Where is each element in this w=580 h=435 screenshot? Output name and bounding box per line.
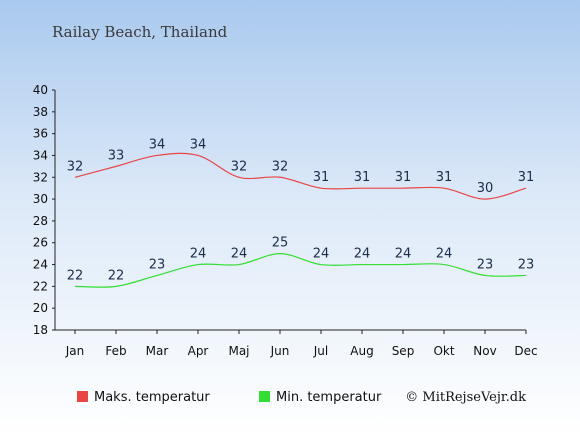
data-label: 31 (436, 170, 453, 185)
data-label: 33 (108, 148, 125, 163)
data-label: 24 (190, 247, 207, 262)
data-label: 32 (231, 159, 248, 174)
y-tick-label: 36 (33, 127, 48, 141)
x-tick-label: Sep (392, 344, 415, 358)
y-tick-label: 24 (33, 258, 48, 272)
data-label: 23 (518, 257, 535, 272)
data-label: 24 (231, 247, 248, 262)
data-label: 32 (272, 159, 289, 174)
x-tick-label: Aug (350, 344, 373, 358)
series-layer (74, 152, 527, 288)
y-tick-label: 34 (33, 148, 48, 162)
data-label: 24 (436, 247, 453, 262)
x-tick-label: Maj (228, 344, 249, 358)
series-line-min (74, 253, 527, 288)
data-label: 34 (149, 137, 166, 152)
data-label: 30 (477, 181, 494, 196)
series-line-max (74, 152, 527, 200)
data-label: 31 (518, 170, 535, 185)
x-tick-label: Okt (433, 344, 454, 358)
data-label: 24 (313, 247, 330, 262)
legend-swatch-min (259, 391, 270, 402)
data-label: 32 (67, 159, 84, 174)
y-tick-label: 38 (33, 105, 48, 119)
data-label: 24 (395, 247, 412, 262)
data-label: 22 (67, 268, 84, 283)
x-tick-label: Apr (188, 344, 209, 358)
data-label: 23 (477, 257, 494, 272)
legend-label-max: Maks. temperatur (94, 390, 210, 405)
legend-swatch-max (77, 391, 88, 402)
x-tick-label: Mar (146, 344, 169, 358)
data-label: 31 (395, 170, 412, 185)
data-label: 23 (149, 257, 166, 272)
x-tick-label: Nov (473, 344, 496, 358)
legend-label-min: Min. temperatur (276, 390, 382, 405)
x-tick-label: Dec (514, 344, 537, 358)
data-label: 24 (354, 247, 371, 262)
y-tick-label: 20 (33, 301, 48, 315)
data-label: 34 (190, 137, 207, 152)
y-tick-label: 32 (33, 170, 48, 184)
credit-text: © MitRejseVejr.dk (405, 390, 526, 405)
x-tick-label: Feb (105, 344, 126, 358)
data-label: 22 (108, 268, 125, 283)
data-label: 31 (354, 170, 371, 185)
y-tick-label: 40 (33, 83, 48, 97)
y-tick-label: 28 (33, 214, 48, 228)
y-tick-label: 18 (33, 323, 48, 337)
y-tick-label: 30 (33, 192, 48, 206)
x-tick-label: Jan (65, 344, 85, 358)
data-label: 31 (313, 170, 330, 185)
x-tick-label: Jul (313, 344, 328, 358)
axes: 18 20 22 24 26 28 30 32 34 36 38 40 Jan Feb Mar Apr Maj J… (33, 83, 538, 358)
chart-title: Railay Beach, Thailand (52, 23, 228, 41)
x-tick-label: Jun (270, 344, 290, 358)
y-tick-label: 26 (33, 236, 48, 250)
data-label: 25 (272, 236, 289, 251)
data-labels: 32 33 34 34 32 32 31 31 31 31 30 31 22 22 23 24 24 25 24 24… (67, 137, 535, 283)
y-tick-label: 22 (33, 279, 48, 293)
